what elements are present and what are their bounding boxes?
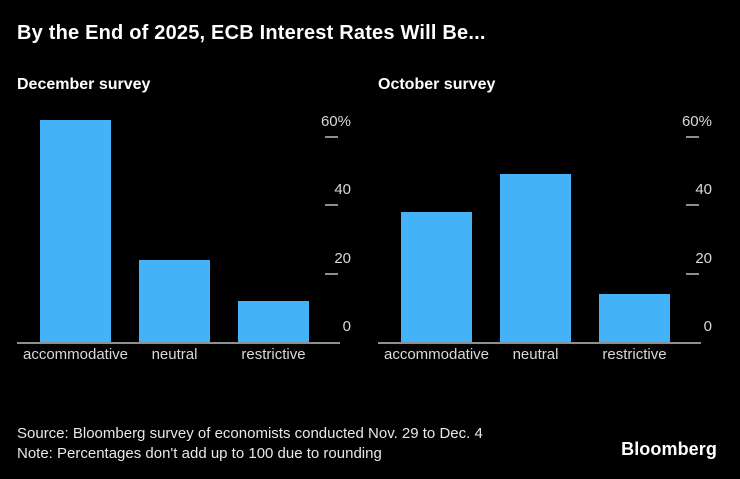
y-axis-tick-mark	[325, 204, 338, 207]
y-axis-tick-mark	[686, 135, 699, 138]
source-line: Source: Bloomberg survey of economists c…	[17, 425, 483, 442]
x-axis-category-label: accommodative	[22, 346, 129, 363]
y-axis-tick-mark	[325, 135, 338, 138]
y-axis-tick-label: 20	[334, 249, 351, 267]
bar-neutral	[500, 174, 571, 342]
x-axis-category-label: neutral	[512, 346, 559, 363]
y-axis-tick-mark	[686, 272, 699, 275]
chart-title: By the End of 2025, ECB Interest Rates W…	[17, 22, 486, 44]
y-axis-tick-label: 0	[342, 318, 351, 335]
y-axis-tick-label: 60%	[681, 112, 712, 130]
bar-accommodative	[40, 120, 111, 342]
y-axis-tick-label: 40	[334, 181, 351, 199]
bar-plot-october: 0 20 40 60% accommodative neutral restrictive	[378, 113, 712, 363]
y-axis-tick-label: 40	[695, 181, 712, 199]
bloomberg-logo: Bloomberg	[621, 439, 717, 459]
chart-panel-october: October survey 0 20 40 60% accommodative neut…	[378, 76, 714, 376]
chart-subtitle-december: December survey	[17, 76, 151, 93]
bar-restrictive	[599, 294, 670, 342]
x-axis-category-label: neutral	[151, 346, 198, 363]
y-axis-tick-mark	[686, 204, 699, 207]
y-axis-tick-label: 60%	[320, 112, 351, 130]
y-axis-tick-label: 20	[695, 249, 712, 267]
bar-neutral	[139, 260, 210, 342]
x-axis-category-label: restrictive	[602, 346, 667, 363]
y-axis-tick-mark	[325, 272, 338, 275]
footer-notes: Source: Bloomberg survey of economists c…	[17, 424, 483, 464]
y-axis-tick-label: 0	[703, 318, 712, 335]
chart-subtitle-october: October survey	[378, 76, 496, 93]
x-axis-category-label: accommodative	[383, 346, 490, 363]
bar-restrictive	[238, 301, 309, 342]
bar-accommodative	[401, 212, 472, 342]
chart-panel-december: December survey 0 20 40 60% accommodative neu…	[17, 76, 353, 376]
note-line: Note: Percentages don't add up to 100 du…	[17, 445, 382, 462]
bar-plot-december: 0 20 40 60% accommodative neutral restrictive	[17, 113, 351, 363]
x-axis-category-label: restrictive	[241, 346, 306, 363]
